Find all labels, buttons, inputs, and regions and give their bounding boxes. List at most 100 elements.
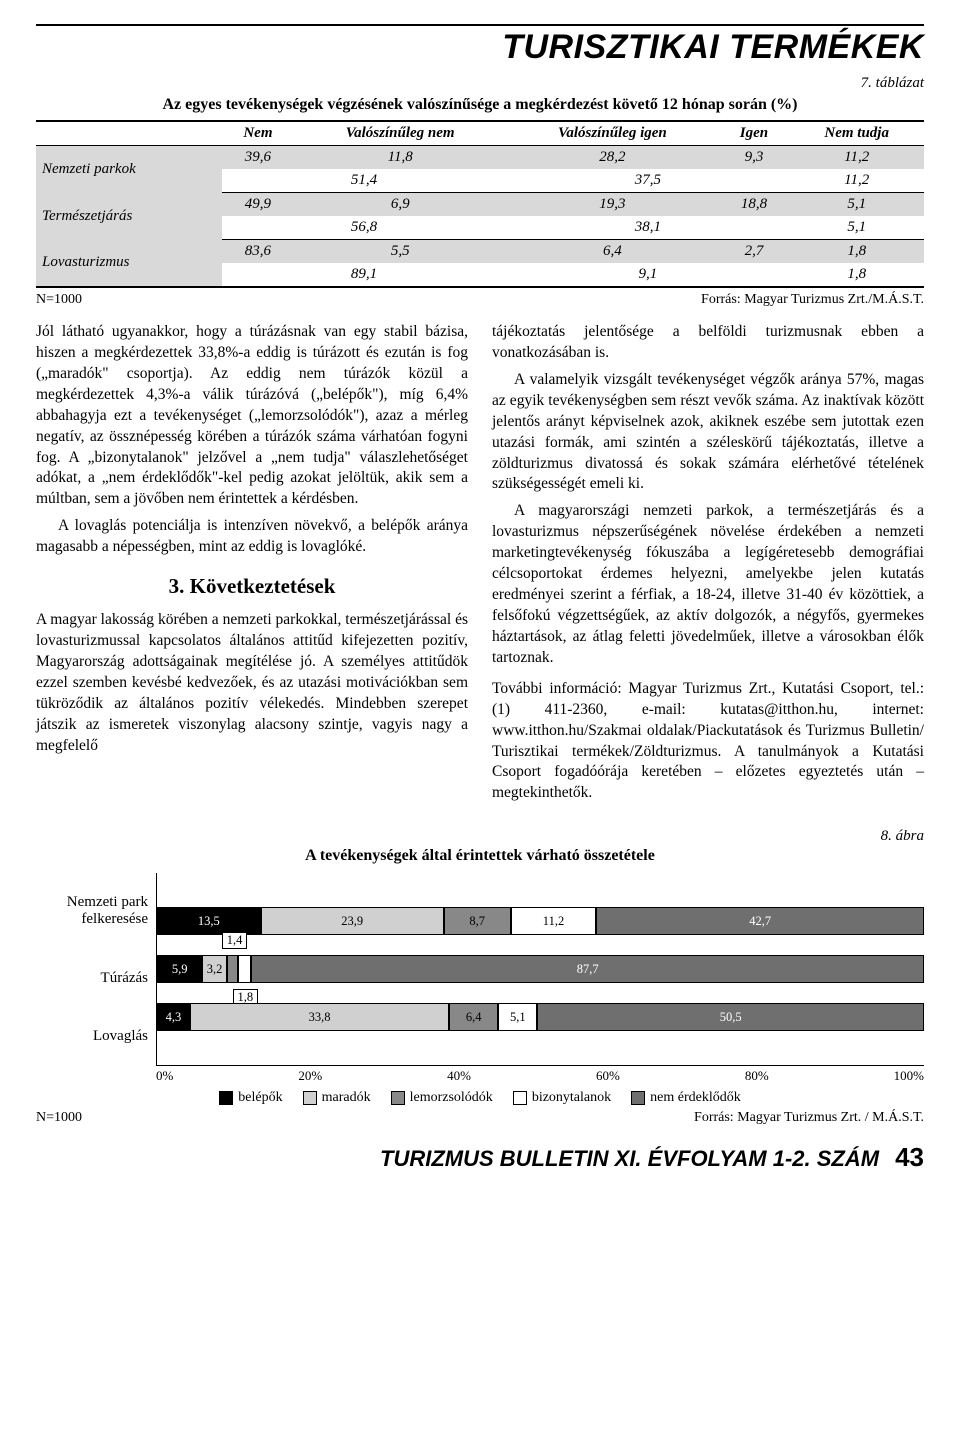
body-columns: Jól látható ugyanakkor, hogy a túrázásna…	[36, 322, 924, 810]
paragraph: A lovaglás potenciálja is intenzíven növ…	[36, 516, 468, 558]
bar-row: 13,5 23,9 8,7 11,2 42,7	[157, 907, 924, 935]
legend-item: belépők	[219, 1090, 282, 1106]
legend-item: maradók	[303, 1090, 371, 1106]
col-igen: Igen	[719, 121, 790, 146]
table-row: Lovasturizmus 83,6 5,5 6,4 2,7 1,8	[36, 240, 924, 264]
paragraph: tájékoztatás jelentősége a belföldi turi…	[492, 322, 924, 364]
bar-segment: 50,5	[537, 1003, 924, 1031]
col-valigen: Valószínűleg igen	[506, 121, 718, 146]
x-tick: 20%	[298, 1068, 322, 1084]
paragraph: A magyar lakosság körében a nemzeti park…	[36, 610, 468, 756]
bar-segment: 23,9	[261, 907, 444, 935]
value-callout: 1,4	[222, 932, 248, 949]
swatch-icon	[303, 1091, 317, 1105]
legend-label: belépők	[238, 1090, 282, 1106]
bar-segment: 5,1	[498, 1003, 537, 1031]
cell: 28,2	[506, 146, 718, 170]
cell: 51,4	[222, 169, 507, 193]
swatch-icon	[513, 1091, 527, 1105]
bar-segment: 33,8	[190, 1003, 449, 1031]
cell: 9,3	[719, 146, 790, 170]
page-header: TURISZTIKAI TERMÉKEK	[36, 24, 924, 67]
bar-segment: 5,9	[157, 955, 202, 983]
left-column: Jól látható ugyanakkor, hogy a túrázásna…	[36, 322, 468, 810]
legend-item: lemorzsolódók	[391, 1090, 493, 1106]
stacked-bar-chart: Nemzeti park felkeresése Túrázás Lovaglá…	[36, 873, 924, 1066]
y-label: Nemzeti park felkeresése	[36, 894, 148, 928]
table-title: Az egyes tevékenységek végzésének valósz…	[36, 96, 924, 114]
cell: 11,2	[789, 169, 924, 193]
col-valnem: Valószínűleg nem	[294, 121, 506, 146]
y-axis-labels: Nemzeti park felkeresése Túrázás Lovaglá…	[36, 873, 156, 1066]
section-heading: 3. Következtetések	[36, 572, 468, 600]
figure-title: A tevékenységek által érintettek várható…	[36, 847, 924, 865]
table-row: Nemzeti parkok 39,6 11,8 28,2 9,3 11,2	[36, 146, 924, 170]
table-7: Nem Valószínűleg nem Valószínűleg igen I…	[36, 120, 924, 288]
bar-segment: 13,5	[157, 907, 261, 935]
cell: 38,1	[506, 216, 789, 240]
cell: 1,8	[789, 263, 924, 287]
bar-segment: 1,4	[227, 955, 238, 983]
cell: 19,3	[506, 193, 718, 217]
row-label: Nemzeti parkok	[36, 146, 222, 193]
y-label: Lovaglás	[36, 1028, 148, 1045]
legend-label: maradók	[322, 1090, 371, 1106]
bar-segment: 87,7	[251, 955, 924, 983]
swatch-icon	[391, 1091, 405, 1105]
cell: 5,1	[789, 216, 924, 240]
bar-segment: 6,4	[449, 1003, 498, 1031]
paragraph: A magyarországi nemzeti parkok, a termés…	[492, 501, 924, 668]
cell: 56,8	[222, 216, 507, 240]
x-tick: 100%	[894, 1068, 924, 1084]
col-blank	[36, 121, 222, 146]
cell: 2,7	[719, 240, 790, 264]
bar-segment: 1,8	[238, 955, 252, 983]
cell: 5,1	[789, 193, 924, 217]
bar-row: 5,9 3,2 1,4 1,8 87,7	[157, 955, 924, 983]
x-axis: 0% 20% 40% 60% 80% 100%	[36, 1068, 924, 1084]
cell: 9,1	[506, 263, 789, 287]
row-label: Lovasturizmus	[36, 240, 222, 288]
bar-segment: 8,7	[444, 907, 511, 935]
x-tick: 60%	[596, 1068, 620, 1084]
page-number: 43	[895, 1142, 924, 1173]
chart-legend: belépők maradók lemorzsolódók bizonytala…	[36, 1090, 924, 1106]
figure-n: N=1000	[36, 1110, 82, 1126]
bar-segment: 42,7	[596, 907, 924, 935]
paragraph: További információ: Magyar Turizmus Zrt.…	[492, 679, 924, 805]
row-label: Természetjárás	[36, 193, 222, 240]
cell: 83,6	[222, 240, 294, 264]
table-n: N=1000	[36, 292, 82, 308]
table-label: 7. táblázat	[36, 75, 924, 92]
bar-row: 4,3 33,8 6,4 5,1 50,5	[157, 1003, 924, 1031]
footer-title: TURIZMUS BULLETIN XI. ÉVFOLYAM 1-2. SZÁM	[380, 1146, 879, 1172]
cell: 49,9	[222, 193, 294, 217]
legend-label: nem érdeklődők	[650, 1090, 741, 1106]
table-row: Természetjárás 49,9 6,9 19,3 18,8 5,1	[36, 193, 924, 217]
bar-segment: 3,2	[202, 955, 227, 983]
cell: 39,6	[222, 146, 294, 170]
legend-label: bizonytalanok	[532, 1090, 611, 1106]
cell: 6,4	[506, 240, 718, 264]
chart-area: 13,5 23,9 8,7 11,2 42,7 5,9 3,2 1,4 1,8 …	[156, 873, 924, 1066]
cell: 11,8	[294, 146, 506, 170]
legend-label: lemorzsolódók	[410, 1090, 493, 1106]
legend-item: nem érdeklődők	[631, 1090, 741, 1106]
figure-label: 8. ábra	[36, 828, 924, 845]
cell: 89,1	[222, 263, 507, 287]
cell: 18,8	[719, 193, 790, 217]
swatch-icon	[219, 1091, 233, 1105]
cell: 5,5	[294, 240, 506, 264]
col-nemtudja: Nem tudja	[789, 121, 924, 146]
page-footer: TURIZMUS BULLETIN XI. ÉVFOLYAM 1-2. SZÁM…	[36, 1142, 924, 1173]
figure-source: Forrás: Magyar Turizmus Zrt. / M.Á.S.T.	[694, 1110, 924, 1126]
paragraph: A valamelyik vizsgált tevékenységet végz…	[492, 370, 924, 496]
bar-segment: 4,3	[157, 1003, 190, 1031]
cell: 11,2	[789, 146, 924, 170]
swatch-icon	[631, 1091, 645, 1105]
legend-item: bizonytalanok	[513, 1090, 611, 1106]
cell: 1,8	[789, 240, 924, 264]
y-label: Túrázás	[36, 970, 148, 987]
x-tick: 40%	[447, 1068, 471, 1084]
paragraph: Jól látható ugyanakkor, hogy a túrázásna…	[36, 322, 468, 510]
